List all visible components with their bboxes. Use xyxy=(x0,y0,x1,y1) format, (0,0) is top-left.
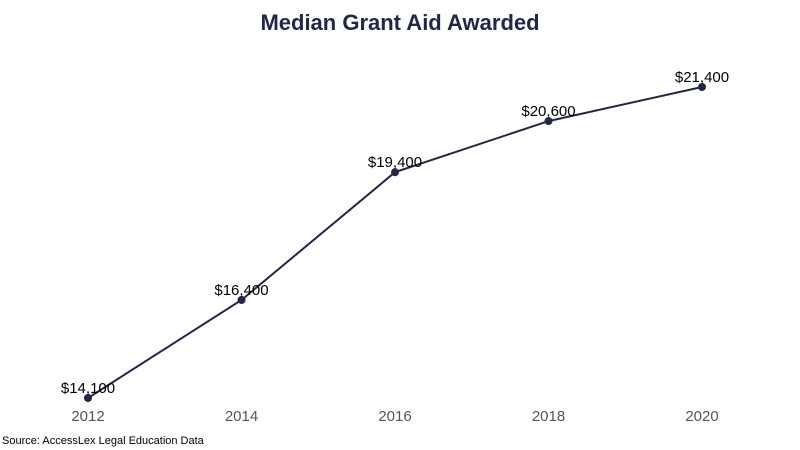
data-point-2018 xyxy=(544,117,553,126)
data-point-2012 xyxy=(84,394,92,402)
data-label-2016: $19,400 xyxy=(368,154,422,171)
data-label-2020: $21,400 xyxy=(675,69,729,86)
data-point-2020 xyxy=(698,83,706,91)
x-tick-label-2020: 2020 xyxy=(685,408,718,425)
x-tick-label-2018: 2018 xyxy=(532,408,565,425)
data-point-2014 xyxy=(237,296,246,305)
x-tick-label-2016: 2016 xyxy=(378,408,411,425)
data-label-2012: $14,100 xyxy=(61,380,115,397)
data-label-2014: $16,400 xyxy=(214,282,268,299)
x-axis-ticks: 2012 2014 2016 2018 2020 xyxy=(71,408,718,425)
data-label-2018: $20,600 xyxy=(521,103,575,120)
series-layer: $14,100 $16,400 $19,400 $20,600 $21,400 xyxy=(61,69,729,402)
data-point-2016 xyxy=(391,168,399,177)
source-note: Source: AccessLex Legal Education Data xyxy=(2,435,204,447)
series-line xyxy=(87,86,703,399)
x-tick-label-2012: 2012 xyxy=(71,408,104,425)
x-tick-label-2014: 2014 xyxy=(225,408,258,425)
chart-title: Median Grant Aid Awarded xyxy=(260,10,540,35)
